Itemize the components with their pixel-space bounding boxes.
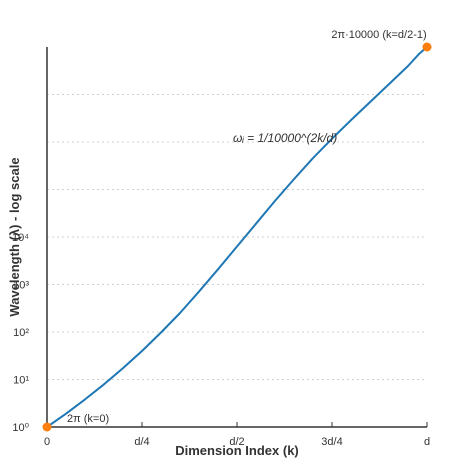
y-tick-label: 10⁰ <box>12 422 29 434</box>
y-tick-label: 10² <box>13 327 29 339</box>
x-ticks: 0 d/4 d/2 3d/4 d <box>44 422 430 448</box>
y-tick-label: 10¹ <box>13 375 29 387</box>
endpoint-marker <box>42 422 52 432</box>
y-axis-title: Wavelength (λ) - log scale <box>7 157 22 316</box>
y-tick-label: 10³ <box>13 280 29 292</box>
x-tick-label: 0 <box>44 436 50 448</box>
grid-lines <box>47 94 427 380</box>
x-tick-label: d <box>424 436 430 448</box>
series-layer <box>46 46 428 428</box>
endpoint-marker <box>422 42 432 52</box>
endpoint-label: 2π·10000 (k=d/2-1) <box>331 29 426 41</box>
x-axis-title: Dimension Index (k) <box>175 443 299 458</box>
x-tick-label: d/2 <box>229 436 244 448</box>
formula-annotation: ωᵢ = 1/10000^(2k/d) <box>233 131 337 145</box>
endpoint-markers: 2π (k=0) 2π·10000 (k=d/2-1) <box>42 29 432 432</box>
x-tick-label: d/4 <box>134 436 149 448</box>
endpoint-label: 2π (k=0) <box>67 413 109 425</box>
y-tick-label: 10⁴ <box>12 232 29 244</box>
x-tick-label: 3d/4 <box>321 436 342 448</box>
wavelength-series-line <box>46 46 428 428</box>
y-ticks: 10⁰ 10¹ 10² 10³ 10⁴ <box>12 232 30 434</box>
